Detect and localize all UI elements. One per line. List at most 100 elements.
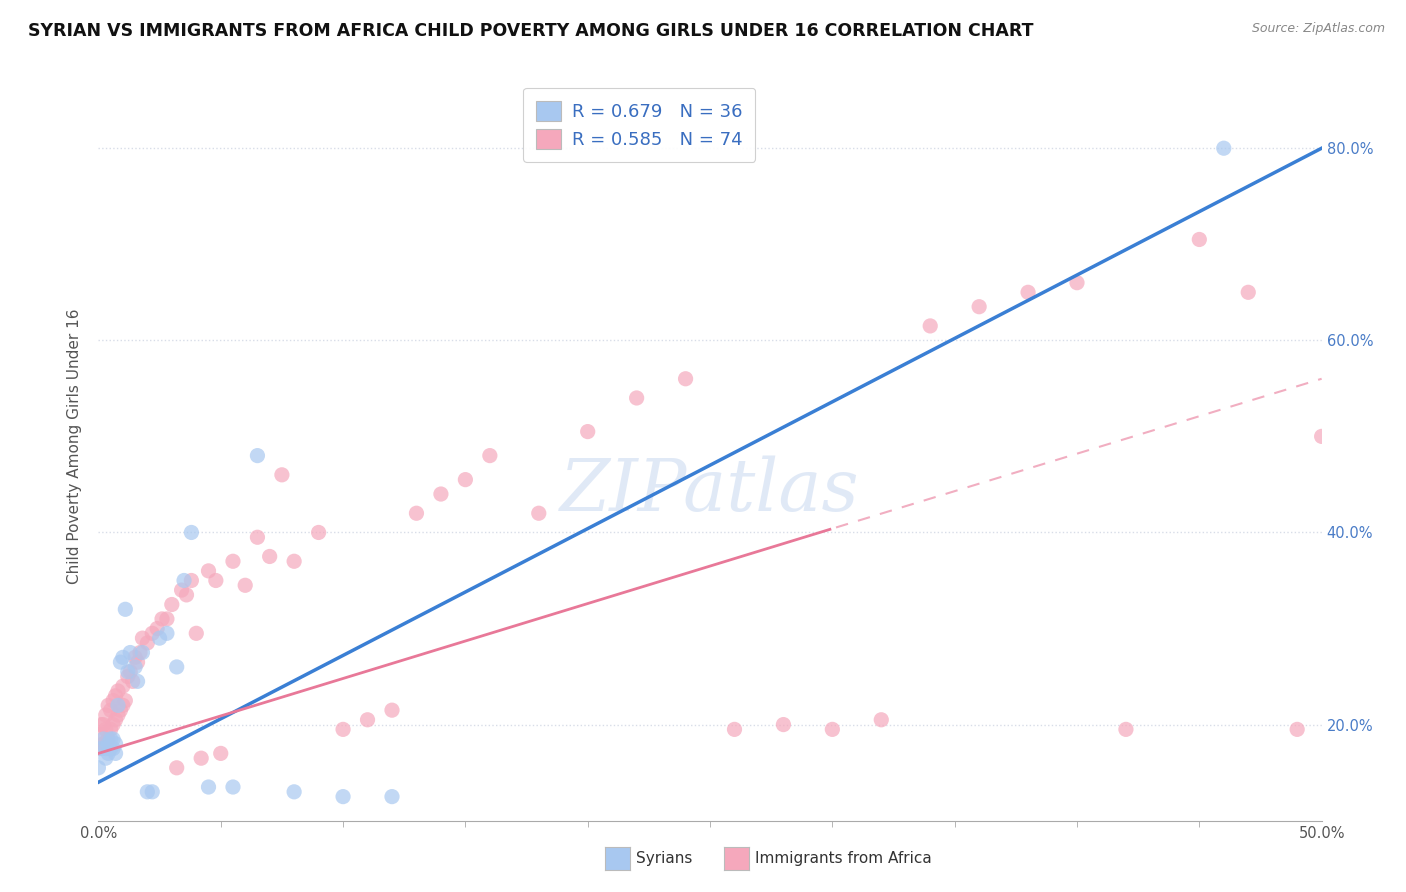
Point xyxy=(100,703,122,717)
Point xyxy=(156,612,179,626)
Text: ZIPatlas: ZIPatlas xyxy=(560,456,860,526)
Text: Immigrants from Africa: Immigrants from Africa xyxy=(755,851,932,866)
Point xyxy=(222,780,245,794)
Point xyxy=(114,693,136,707)
Point xyxy=(136,785,159,799)
Point xyxy=(283,785,305,799)
Point xyxy=(150,612,173,626)
Point xyxy=(209,747,232,761)
Point xyxy=(332,789,354,804)
Point xyxy=(100,731,122,746)
Point xyxy=(87,741,110,756)
Point xyxy=(967,300,990,314)
Point xyxy=(94,723,117,737)
Point xyxy=(124,650,146,665)
Point xyxy=(430,487,453,501)
Point xyxy=(107,698,129,713)
Point xyxy=(91,731,114,746)
Point xyxy=(197,564,219,578)
Point xyxy=(156,626,179,640)
Point xyxy=(1017,285,1039,300)
Point xyxy=(246,449,269,463)
Point xyxy=(101,717,124,731)
Point xyxy=(233,578,256,592)
Point xyxy=(94,741,117,756)
Point xyxy=(124,660,146,674)
Point xyxy=(332,723,354,737)
Point xyxy=(117,669,139,683)
Point xyxy=(1286,723,1309,737)
Point xyxy=(110,703,132,717)
Point xyxy=(120,646,142,660)
Point xyxy=(94,708,117,723)
Point xyxy=(120,665,142,679)
Point xyxy=(527,506,550,520)
Point xyxy=(920,318,942,333)
Point xyxy=(127,674,149,689)
Point xyxy=(94,751,117,765)
Point xyxy=(1188,232,1211,246)
Point xyxy=(104,737,127,751)
Point xyxy=(111,698,134,713)
Point xyxy=(166,660,188,674)
Point xyxy=(91,737,114,751)
Point xyxy=(104,747,127,761)
Point xyxy=(129,646,152,660)
Point xyxy=(111,650,134,665)
Point xyxy=(90,717,112,731)
Legend: R = 0.679   N = 36, R = 0.585   N = 74: R = 0.679 N = 36, R = 0.585 N = 74 xyxy=(523,88,755,162)
Point xyxy=(100,741,122,756)
Y-axis label: Child Poverty Among Girls Under 16: Child Poverty Among Girls Under 16 xyxy=(67,309,83,583)
Point xyxy=(117,665,139,679)
Point xyxy=(405,506,427,520)
Point xyxy=(1115,723,1137,737)
Point xyxy=(87,761,110,775)
Point xyxy=(173,574,195,588)
Point xyxy=(111,679,134,693)
Point xyxy=(1310,429,1333,443)
Point xyxy=(97,737,120,751)
Point xyxy=(205,574,228,588)
Point xyxy=(675,372,697,386)
Point xyxy=(114,602,136,616)
Point xyxy=(100,723,122,737)
Point xyxy=(136,636,159,650)
Point xyxy=(97,747,120,761)
Point xyxy=(131,646,153,660)
Point xyxy=(131,631,153,645)
Point xyxy=(1212,141,1234,155)
Point xyxy=(166,761,188,775)
Point xyxy=(101,693,124,707)
Point xyxy=(170,583,193,598)
Point xyxy=(576,425,599,439)
Point xyxy=(222,554,245,568)
Point xyxy=(356,713,378,727)
Point xyxy=(270,467,294,482)
Point xyxy=(160,598,183,612)
Point xyxy=(381,789,404,804)
Point xyxy=(121,674,143,689)
Point xyxy=(259,549,281,564)
Point xyxy=(141,626,163,640)
Point xyxy=(110,655,132,669)
Point xyxy=(107,684,129,698)
Point xyxy=(91,717,114,731)
Point xyxy=(381,703,404,717)
Point xyxy=(90,727,112,741)
Point xyxy=(101,741,124,756)
Point xyxy=(772,717,794,731)
Point xyxy=(283,554,305,568)
Text: SYRIAN VS IMMIGRANTS FROM AFRICA CHILD POVERTY AMONG GIRLS UNDER 16 CORRELATION : SYRIAN VS IMMIGRANTS FROM AFRICA CHILD P… xyxy=(28,22,1033,40)
Point xyxy=(104,689,127,703)
Point xyxy=(146,622,169,636)
Point xyxy=(104,713,127,727)
Point xyxy=(454,473,477,487)
Point xyxy=(308,525,330,540)
Point xyxy=(1237,285,1260,300)
Text: Source: ZipAtlas.com: Source: ZipAtlas.com xyxy=(1251,22,1385,36)
Point xyxy=(97,698,120,713)
Point xyxy=(127,655,149,669)
Point xyxy=(180,525,202,540)
Point xyxy=(149,631,172,645)
Point xyxy=(180,574,202,588)
